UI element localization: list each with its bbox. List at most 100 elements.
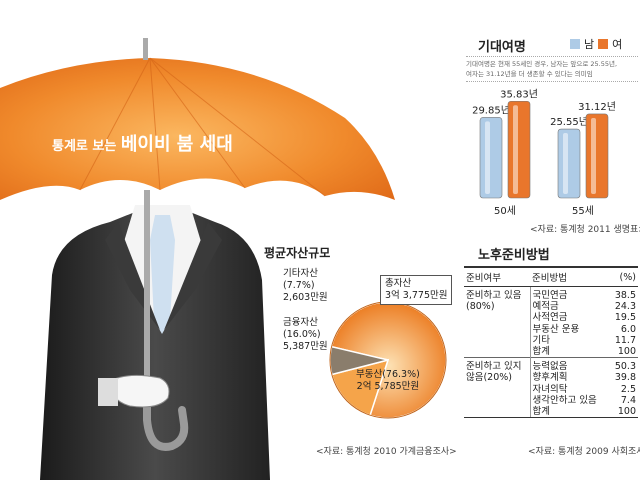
table-row: (80%) 예적금 24.3 [464, 301, 638, 313]
total-assets-label: 총자산 [385, 278, 412, 289]
table-cell-pct: 39.8 [614, 372, 636, 384]
table-cell-category: 준비하고 있음 [464, 286, 531, 302]
table-row: 합계 100 [464, 346, 638, 358]
table-row: 기타 11.7 [464, 334, 638, 347]
table-cell-category [464, 394, 531, 407]
total-assets-box: 총자산 3억 3,775만원 [380, 275, 453, 305]
umbrella-canopy [0, 58, 395, 200]
retirement-source: <자료: 통계청 2009 사회조사> [528, 447, 640, 457]
table-row: 합계 100 [464, 406, 638, 419]
table-cell-pct: 38.5 [609, 286, 638, 302]
table-row: 준비하고 있음 국민연금 38.5 [464, 286, 638, 302]
financial-asset-label: 금융자산 (16.0%) 5,387만원 [283, 317, 328, 353]
headline: 통계로 보는 베이비 붐 세대 [52, 130, 233, 156]
table-row: 않음(20%) 향후계획 39.8 [464, 372, 638, 384]
table-cell-pct: 100 [609, 406, 638, 419]
bar-female-0 [507, 100, 531, 199]
other-asset-pct: (7.7%) [283, 280, 315, 291]
legend-female-label: 여 [612, 38, 623, 51]
data-label-male-0: 29.85년 [472, 104, 510, 116]
table-row: 사적연금 19.5 [464, 312, 638, 324]
life-expectancy-legend: 남 여 [570, 36, 622, 52]
other-asset-value: 2,603만원 [283, 292, 328, 303]
real-estate-name: 부동산(76.3%) [356, 369, 420, 380]
retirement-table: 준비여부 준비방법 (%) 준비하고 있음 국민연금 38.5 (80%) 예적금 24.… [464, 266, 638, 419]
table-row: 자녀의탁 2.5 [464, 383, 638, 395]
table-cell-category [464, 334, 531, 347]
life-expectancy-chart: 29.85년 35.83년 50세 25.55년 31.12년 55세 [472, 88, 616, 217]
legend-male-swatch [570, 39, 580, 49]
financial-asset-name: 금융자산 [283, 317, 318, 328]
table-cell-pct: 100 [617, 346, 636, 358]
life-expectancy-source: <자료: 통계청 2011 생명표> [530, 225, 640, 235]
financial-asset-value: 5,387만원 [283, 341, 328, 352]
hand [110, 374, 170, 408]
umbrella-shaft [144, 190, 150, 405]
table-cell-category [464, 406, 531, 419]
data-label-male-1: 25.55년 [550, 116, 588, 128]
header-pct: (%) [609, 266, 638, 287]
table-cell-method: 능력없음 [530, 357, 610, 373]
assets-source: <자료: 통계청 2010 가계금융조사> [316, 447, 457, 457]
other-asset-name: 기타자산 [283, 268, 318, 279]
suit [40, 210, 270, 480]
bar-male-1 [557, 128, 581, 199]
header-method: 준비방법 [530, 266, 610, 287]
category-label-0: 50세 [494, 205, 516, 217]
life-expectancy-title: 기대여명 [478, 40, 526, 55]
retirement-title: 노후준비방법 [478, 248, 550, 263]
bar-male-0 [479, 117, 503, 199]
table-cell-category: 준비하고 있지 [464, 357, 531, 373]
table-cell-category [464, 383, 531, 395]
data-label-female-0: 35.83년 [500, 88, 538, 100]
table-cell-method: 예적금 [532, 301, 559, 313]
table-cell-method: 자녀의탁 [532, 383, 568, 395]
umbrella-handle [143, 396, 189, 451]
data-label-female-1: 31.12년 [578, 101, 616, 113]
table-cell-category [464, 312, 531, 324]
other-asset-label: 기타자산 (7.7%) 2,603만원 [283, 268, 328, 304]
table-cell-method: 합계 [532, 346, 550, 358]
table-cell-pct: 2.5 [620, 383, 636, 395]
umbrella-tip [143, 38, 148, 60]
table-cell-method: 합계 [530, 406, 610, 419]
real-estate-label: 부동산(76.3%) 2억 5,785만원 [356, 369, 420, 393]
table-row: 생각안하고 있음 7.4 [464, 394, 638, 407]
table-cell-method: 국민연금 [530, 286, 610, 302]
table-cell-category: 않음(20%) [464, 372, 531, 384]
assets-pie-chart [329, 301, 447, 419]
table-cell-pct: 24.3 [614, 301, 636, 313]
table-cell-pct: 6.0 [620, 323, 636, 335]
life-expectancy-note-line2: 여자는 31.12년을 더 생존할 수 있다는 의미임 [466, 70, 593, 78]
life-expectancy-note: 기대여명은 현재 55세인 경우, 남자는 앞으로 25.55년, 여자는 31… [466, 56, 638, 82]
table-cell-category: (80%) [464, 301, 531, 313]
table-row: 준비하고 있지 능력없음 50.3 [464, 357, 638, 373]
umbrella-businessman-illustration [0, 38, 395, 480]
real-estate-value: 2억 5,785만원 [356, 381, 420, 392]
life-expectancy-note-line1: 기대여명은 현재 55세인 경우, 남자는 앞으로 25.55년, [466, 60, 618, 68]
legend-female-swatch [598, 39, 609, 49]
bar-female-1 [585, 113, 609, 199]
headline-highlight: 베이비 붐 세대 [120, 134, 233, 155]
table-cell-method: 향후계획 [532, 372, 568, 384]
financial-asset-pct: (16.0%) [283, 329, 321, 340]
table-cell-pct: 50.3 [609, 357, 638, 373]
legend-male-label: 남 [584, 38, 595, 51]
retirement-table-header: 준비여부 준비방법 (%) [464, 266, 638, 287]
total-assets-value: 3억 3,775만원 [385, 290, 448, 301]
table-cell-method: 기타 [532, 334, 550, 346]
table-cell-method: 생각안하고 있음 [532, 394, 597, 406]
table-cell-method: 사적연금 [532, 312, 568, 324]
table-cell-pct: 19.5 [614, 312, 636, 324]
table-cell-method: 부동산 운용 [532, 323, 580, 335]
table-cell-category [464, 323, 531, 335]
header-readiness: 준비여부 [464, 266, 530, 287]
category-label-1: 55세 [572, 205, 594, 217]
assets-title: 평균자산규모 [264, 246, 331, 260]
headline-prefix: 통계로 보는 [52, 139, 117, 154]
tie [150, 215, 175, 334]
table-cell-pct: 11.7 [614, 334, 636, 346]
table-cell-category [464, 346, 531, 358]
table-row: 부동산 운용 6.0 [464, 323, 638, 335]
table-cell-pct: 7.4 [620, 394, 636, 406]
